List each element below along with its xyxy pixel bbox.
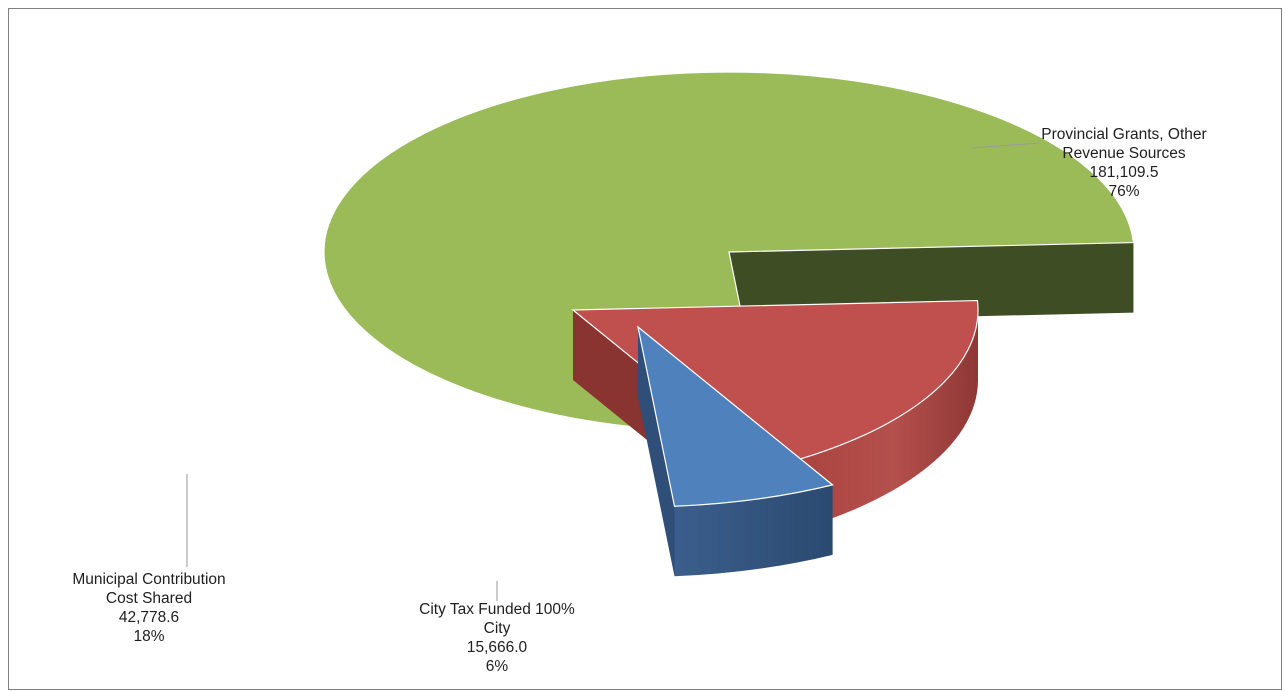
slice-wall [729,242,1134,322]
data-label: 18% [133,628,164,645]
data-label: City [484,620,511,637]
data-label: Provincial Grants, Other [1041,126,1206,143]
pie-slice-3 [637,325,834,577]
leader-line [971,142,1040,149]
slice-top [637,325,834,507]
slice-top [571,299,979,469]
data-label: Revenue Sources [1062,145,1185,162]
pie-chart: Provincial Grants, Other Revenue Sources 1… [72,71,1207,675]
slice-side [674,484,833,577]
data-label: Municipal Contribution [72,571,225,588]
slice-top [323,71,1135,433]
data-label: City Tax Funded 100% [419,601,575,618]
data-label: Cost Shared [106,590,192,607]
data-label: 76% [1108,183,1139,200]
slice-wall [638,327,675,577]
chart-frame: Provincial Grants, Other Revenue Sources 1… [8,8,1282,690]
data-label: 15,666.0 [467,639,528,656]
data-label: 181,109.5 [1090,164,1159,181]
data-label: 6% [486,658,509,675]
data-label: 42,778.6 [119,609,179,626]
